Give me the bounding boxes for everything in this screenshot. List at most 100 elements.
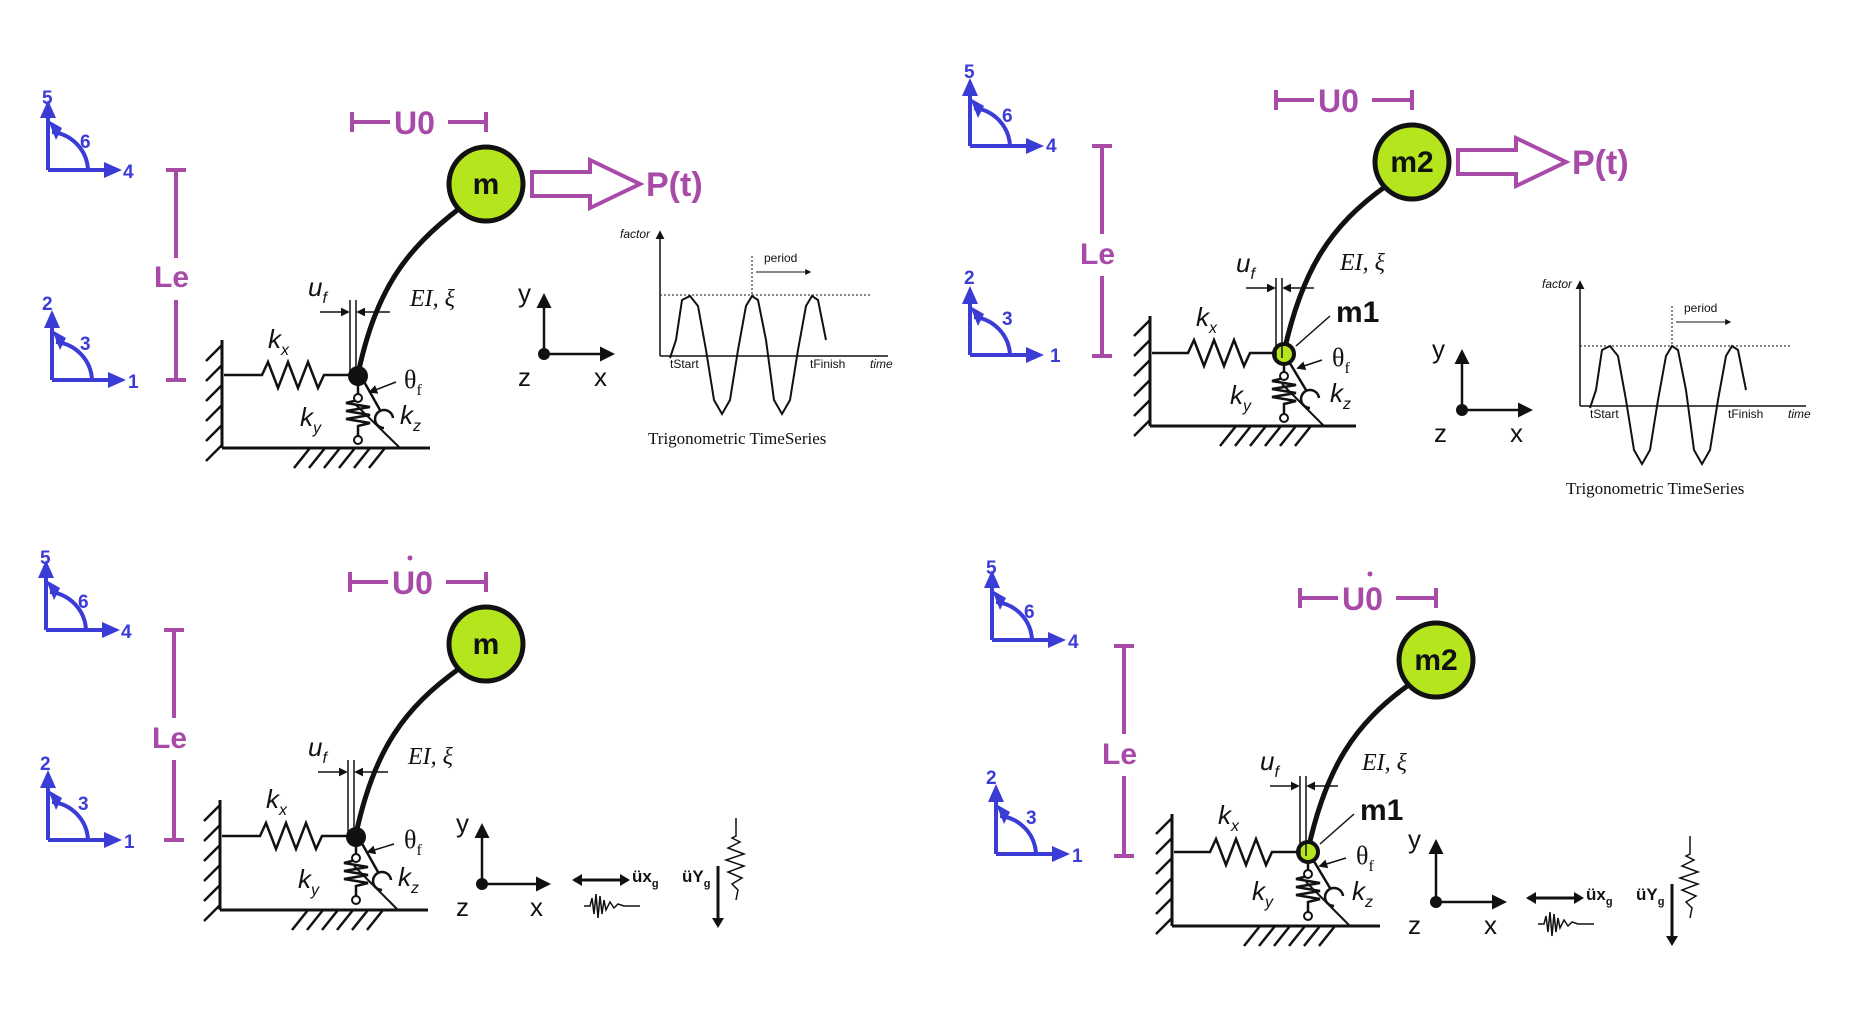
dof-axes-rotational: 5 6 4	[984, 558, 1079, 653]
ts-period-label: period	[764, 251, 797, 265]
panel-4: 5 6 4 2 3 1 Le U0	[984, 558, 1701, 947]
velocity-dot-icon	[407, 555, 413, 561]
displacement-dimension: U0	[350, 105, 488, 141]
dof-label-1: 1	[128, 372, 139, 393]
ground-x-subscript: g	[1606, 896, 1613, 908]
foundation	[1155, 814, 1380, 947]
length-dimension: Le	[154, 168, 189, 382]
length-label: Le	[1102, 738, 1137, 771]
foot-mass-node	[1296, 840, 1320, 864]
coord-y-label: y	[1432, 334, 1445, 364]
svg-text:uf: uf	[1260, 746, 1280, 781]
length-dimension: Le	[1102, 644, 1137, 858]
velocity-dimension: U0	[348, 555, 488, 601]
mass-node	[1372, 122, 1452, 202]
ky-label: k	[298, 864, 313, 894]
dof-label-1: 1	[124, 832, 135, 853]
ground-motion-x: üxg	[1526, 885, 1613, 937]
ky-label: k	[300, 402, 315, 432]
ei-label: EI, ξ	[1361, 750, 1408, 776]
mass-label: m2	[1390, 146, 1433, 179]
kz-label: k	[398, 862, 413, 892]
foundation-node	[346, 827, 366, 847]
load-label: P(t)	[1572, 144, 1629, 182]
column-element	[355, 206, 462, 375]
kz-subscript: z	[1342, 396, 1351, 413]
displacement-label: U0	[1342, 581, 1383, 617]
column-element	[1281, 183, 1388, 353]
svg-text:üxg: üxg	[1586, 885, 1613, 908]
ts-tstart-label: tStart	[1590, 407, 1619, 421]
svg-text:kz: kz	[1352, 876, 1373, 911]
dof-label-2: 2	[964, 268, 975, 289]
ground-motion-x: üxg	[572, 867, 659, 919]
length-dimension: Le	[1080, 144, 1115, 358]
ei-label: EI, ξ	[407, 744, 454, 770]
spring-ky-icon	[1295, 860, 1321, 916]
svg-text:ky: ky	[1230, 380, 1252, 415]
svg-text:kz: kz	[400, 400, 421, 435]
spring-kz-icon	[371, 870, 393, 892]
ts-factor-label: factor	[1542, 277, 1573, 291]
coord-x-label: x	[1510, 418, 1523, 448]
kx-label: k	[268, 324, 283, 354]
dof-label-3: 3	[1026, 808, 1037, 829]
spring-kx-icon	[224, 358, 354, 392]
spring-kz-icon	[1323, 886, 1345, 908]
svg-text:θf: θf	[404, 825, 422, 859]
dof-label-2: 2	[42, 294, 53, 315]
kz-label: k	[400, 400, 415, 430]
kx-label: k	[1218, 800, 1233, 830]
displacement-label: U0	[394, 105, 435, 141]
dof-label-2: 2	[40, 754, 51, 775]
spring-kx-icon	[1174, 835, 1300, 869]
mass-node	[446, 144, 526, 224]
ts-time-label: time	[870, 357, 893, 371]
ky-label: k	[1230, 380, 1245, 410]
ts-tstart-label: tStart	[670, 357, 699, 371]
coordinate-system: y z x	[456, 808, 551, 922]
theta-subscript: f	[1368, 858, 1374, 875]
dof-axes-rotational: 5 6 4	[962, 62, 1057, 157]
coord-z-label: z	[1434, 418, 1447, 448]
spring-kz-icon	[373, 408, 395, 430]
ground-y-record-icon	[1677, 836, 1701, 919]
ground-y-subscript: g	[1658, 896, 1665, 908]
length-label: Le	[1080, 238, 1115, 271]
svg-text:kz: kz	[1330, 378, 1351, 413]
displacement-label: U0	[392, 565, 433, 601]
dof-label-4: 4	[1068, 632, 1079, 653]
dof-label-1: 1	[1050, 346, 1061, 367]
svg-text:üYg: üYg	[1636, 885, 1664, 908]
svg-text:kx: kx	[266, 784, 288, 819]
dof-label-4: 4	[1046, 136, 1057, 157]
mass-node	[446, 604, 526, 684]
ground-y-label: üY	[682, 867, 704, 886]
ky-subscript: y	[1242, 398, 1252, 415]
uf-label: u	[1260, 746, 1274, 776]
spring-ky-icon	[345, 378, 371, 440]
coord-x-label: x	[530, 892, 543, 922]
load-label: P(t)	[646, 166, 703, 204]
mass-label: m2	[1414, 644, 1457, 677]
kx-label: k	[1196, 302, 1211, 332]
column-element	[353, 665, 462, 835]
ground-x-label: üx	[1586, 885, 1606, 904]
ky-label: k	[1252, 876, 1267, 906]
theta-label: θ	[404, 365, 416, 394]
svg-text:kz: kz	[398, 862, 419, 897]
spring-kx-icon	[222, 819, 352, 853]
kz-subscript: z	[410, 880, 419, 897]
panel-2: 5 6 4 2 3 1 Le U0	[962, 62, 1811, 498]
ts-period-label: period	[1684, 301, 1717, 315]
foundation	[205, 340, 430, 469]
spring-ky-icon	[343, 840, 369, 900]
column-element	[1305, 681, 1412, 851]
uf-subscript: f	[322, 750, 328, 767]
foot-mass-label: m1	[1360, 794, 1403, 827]
dof-label-5: 5	[42, 88, 53, 109]
svg-text:uf: uf	[1236, 248, 1256, 283]
coord-z-label: z	[518, 362, 531, 392]
uf-label: u	[1236, 248, 1250, 278]
